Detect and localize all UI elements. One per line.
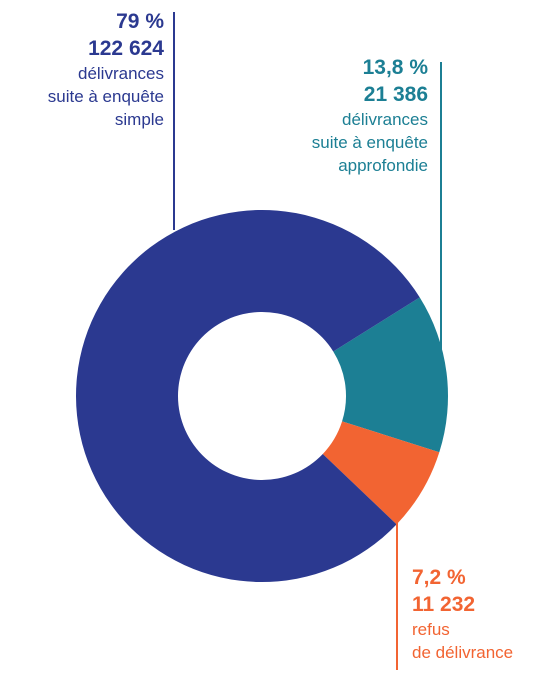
desc-line: simple xyxy=(114,110,164,129)
slice-refus xyxy=(322,421,440,525)
label-simple: 79 % 122 624 délivrances suite à enquête… xyxy=(0,8,164,131)
leader-line-refus xyxy=(396,510,398,670)
value-label: 11 232 xyxy=(412,593,476,616)
percent-label: 7,2 % xyxy=(412,566,466,589)
donut-slices xyxy=(76,210,448,582)
value-label: 21 386 xyxy=(363,83,428,106)
desc-line: suite à enquête xyxy=(47,87,164,106)
desc-line: délivrances xyxy=(342,110,428,129)
percent-label: 79 % xyxy=(116,10,164,33)
value-label: 122 624 xyxy=(88,37,164,60)
desc-line: refus xyxy=(412,620,450,639)
slice-simple xyxy=(76,210,420,582)
desc-line: approfondie xyxy=(338,156,428,175)
label-refus: 7,2 % 11 232 refus de délivrance xyxy=(412,564,540,664)
percent-label: 13,8 % xyxy=(362,56,428,79)
leader-line-simple xyxy=(173,12,175,230)
desc-line: suite à enquête xyxy=(311,133,428,152)
desc-line: de délivrance xyxy=(412,643,514,662)
slice-approfondie xyxy=(333,297,448,453)
leader-line-approfondie xyxy=(440,62,442,352)
desc-line: délivrances xyxy=(78,64,164,83)
label-approfondie: 13,8 % 21 386 délivrances suite à enquêt… xyxy=(208,54,428,177)
